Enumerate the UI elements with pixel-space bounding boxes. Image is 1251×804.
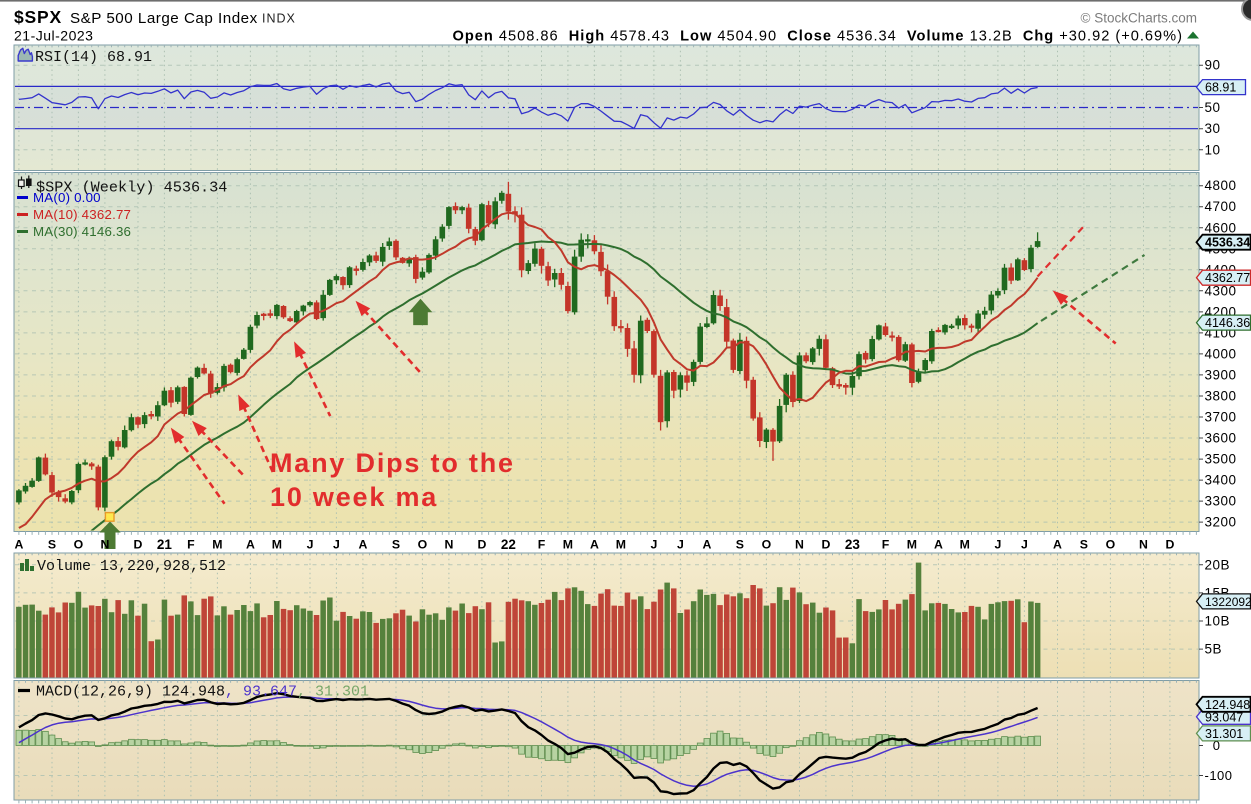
svg-text:21: 21 [157,537,173,552]
svg-text:3900: 3900 [1205,367,1237,382]
svg-text:M: M [616,538,626,552]
svg-text:MA(10) 4362.77: MA(10) 4362.77 [33,207,131,222]
svg-text:Volume 13,220,928,512: Volume 13,220,928,512 [37,558,226,575]
svg-text:A: A [590,538,599,552]
svg-text:S: S [48,538,56,552]
svg-text:31.301: 31.301 [1205,727,1243,741]
svg-text:4146.36: 4146.36 [1205,316,1250,330]
svg-text:M: M [563,538,573,552]
svg-text:N: N [100,538,109,552]
svg-text:M: M [212,538,222,552]
svg-text:MA(0) 0.00: MA(0) 0.00 [33,190,101,205]
svg-text:4700: 4700 [1205,199,1237,214]
svg-text:3400: 3400 [1205,473,1237,488]
svg-text:N: N [795,538,804,552]
svg-text:A: A [1053,538,1062,552]
svg-text:3500: 3500 [1205,452,1237,467]
svg-text:13220928512: 13220928512 [1205,595,1251,609]
svg-text:D: D [477,538,486,552]
svg-text:10 week ma: 10 week ma [270,482,438,512]
svg-text:MA(30) 4146.36: MA(30) 4146.36 [33,224,131,239]
svg-text:21-Jul-2023: 21-Jul-2023 [14,28,93,44]
svg-text:3600: 3600 [1205,431,1237,446]
svg-text:90: 90 [1205,58,1221,73]
svg-text:22: 22 [501,537,516,552]
svg-text:M: M [960,538,970,552]
svg-text:D: D [821,538,830,552]
svg-text:O: O [74,538,84,552]
svg-text:S&P 500 Large Cap Index: S&P 500 Large Cap Index [70,10,258,27]
svg-text:J: J [333,538,340,552]
svg-text:4536.34: 4536.34 [1205,236,1250,250]
svg-text:F: F [882,538,890,552]
svg-text:M: M [272,538,282,552]
svg-text:93.047: 93.047 [1205,710,1243,724]
svg-text:A: A [702,538,711,552]
svg-text:A: A [934,538,943,552]
svg-text:S: S [392,538,400,552]
svg-text:0: 0 [1205,738,1221,753]
svg-text:20B: 20B [1205,557,1231,572]
svg-text:4000: 4000 [1205,346,1237,361]
svg-text:10B: 10B [1205,614,1231,629]
svg-text:F: F [538,538,546,552]
svg-text:© StockCharts.com: © StockCharts.com [1081,11,1197,26]
svg-text:-100: -100 [1205,768,1233,783]
svg-text:3200: 3200 [1205,515,1237,530]
svg-text:$SPX: $SPX [14,7,62,27]
svg-text:N: N [1139,538,1148,552]
svg-text:Many Dips to the: Many Dips to the [270,448,515,478]
svg-text:A: A [358,538,367,552]
svg-text:RSI(14) 68.91: RSI(14) 68.91 [35,49,152,66]
svg-text:MACD(12,26,9) 124.948, 93.647,: MACD(12,26,9) 124.948, 93.647, 31.301 [36,684,369,701]
svg-text:5B: 5B [1205,642,1223,657]
svg-text:J: J [677,538,684,552]
svg-text:4300: 4300 [1205,283,1237,298]
svg-text:30: 30 [1205,121,1221,136]
svg-text:3800: 3800 [1205,389,1237,404]
svg-text:68.91: 68.91 [1205,81,1236,95]
svg-text:O: O [762,538,772,552]
svg-text:N: N [444,538,453,552]
svg-text:$SPX (Weekly) 4536.34: $SPX (Weekly) 4536.34 [36,179,227,197]
svg-text:D: D [134,538,143,552]
svg-text:4362.77: 4362.77 [1205,271,1250,285]
svg-text:23: 23 [845,537,861,552]
svg-text:S: S [736,538,744,552]
svg-text:50: 50 [1205,100,1221,115]
svg-text:A: A [246,538,255,552]
svg-text:4800: 4800 [1205,178,1237,193]
svg-text:3300: 3300 [1205,494,1237,509]
svg-text:J: J [650,538,657,552]
svg-text:A: A [14,538,23,552]
svg-text:3700: 3700 [1205,410,1237,425]
svg-text:M: M [907,538,917,552]
svg-text:J: J [307,538,314,552]
svg-text:J: J [1021,538,1028,552]
svg-text:124.948: 124.948 [1205,698,1250,712]
svg-text:D: D [1165,538,1174,552]
svg-text:4600: 4600 [1205,220,1237,235]
svg-text:O: O [1106,538,1116,552]
svg-text:INDX: INDX [262,12,296,26]
svg-text:Open 4508.86 High 4578.43 Lo: Open 4508.86 High 4578.43 Low 4504.90 Cl… [453,29,1183,45]
svg-text:10: 10 [1205,142,1221,157]
svg-text:J: J [994,538,1001,552]
svg-text:F: F [187,538,195,552]
svg-text:O: O [418,538,428,552]
svg-text:S: S [1080,538,1088,552]
